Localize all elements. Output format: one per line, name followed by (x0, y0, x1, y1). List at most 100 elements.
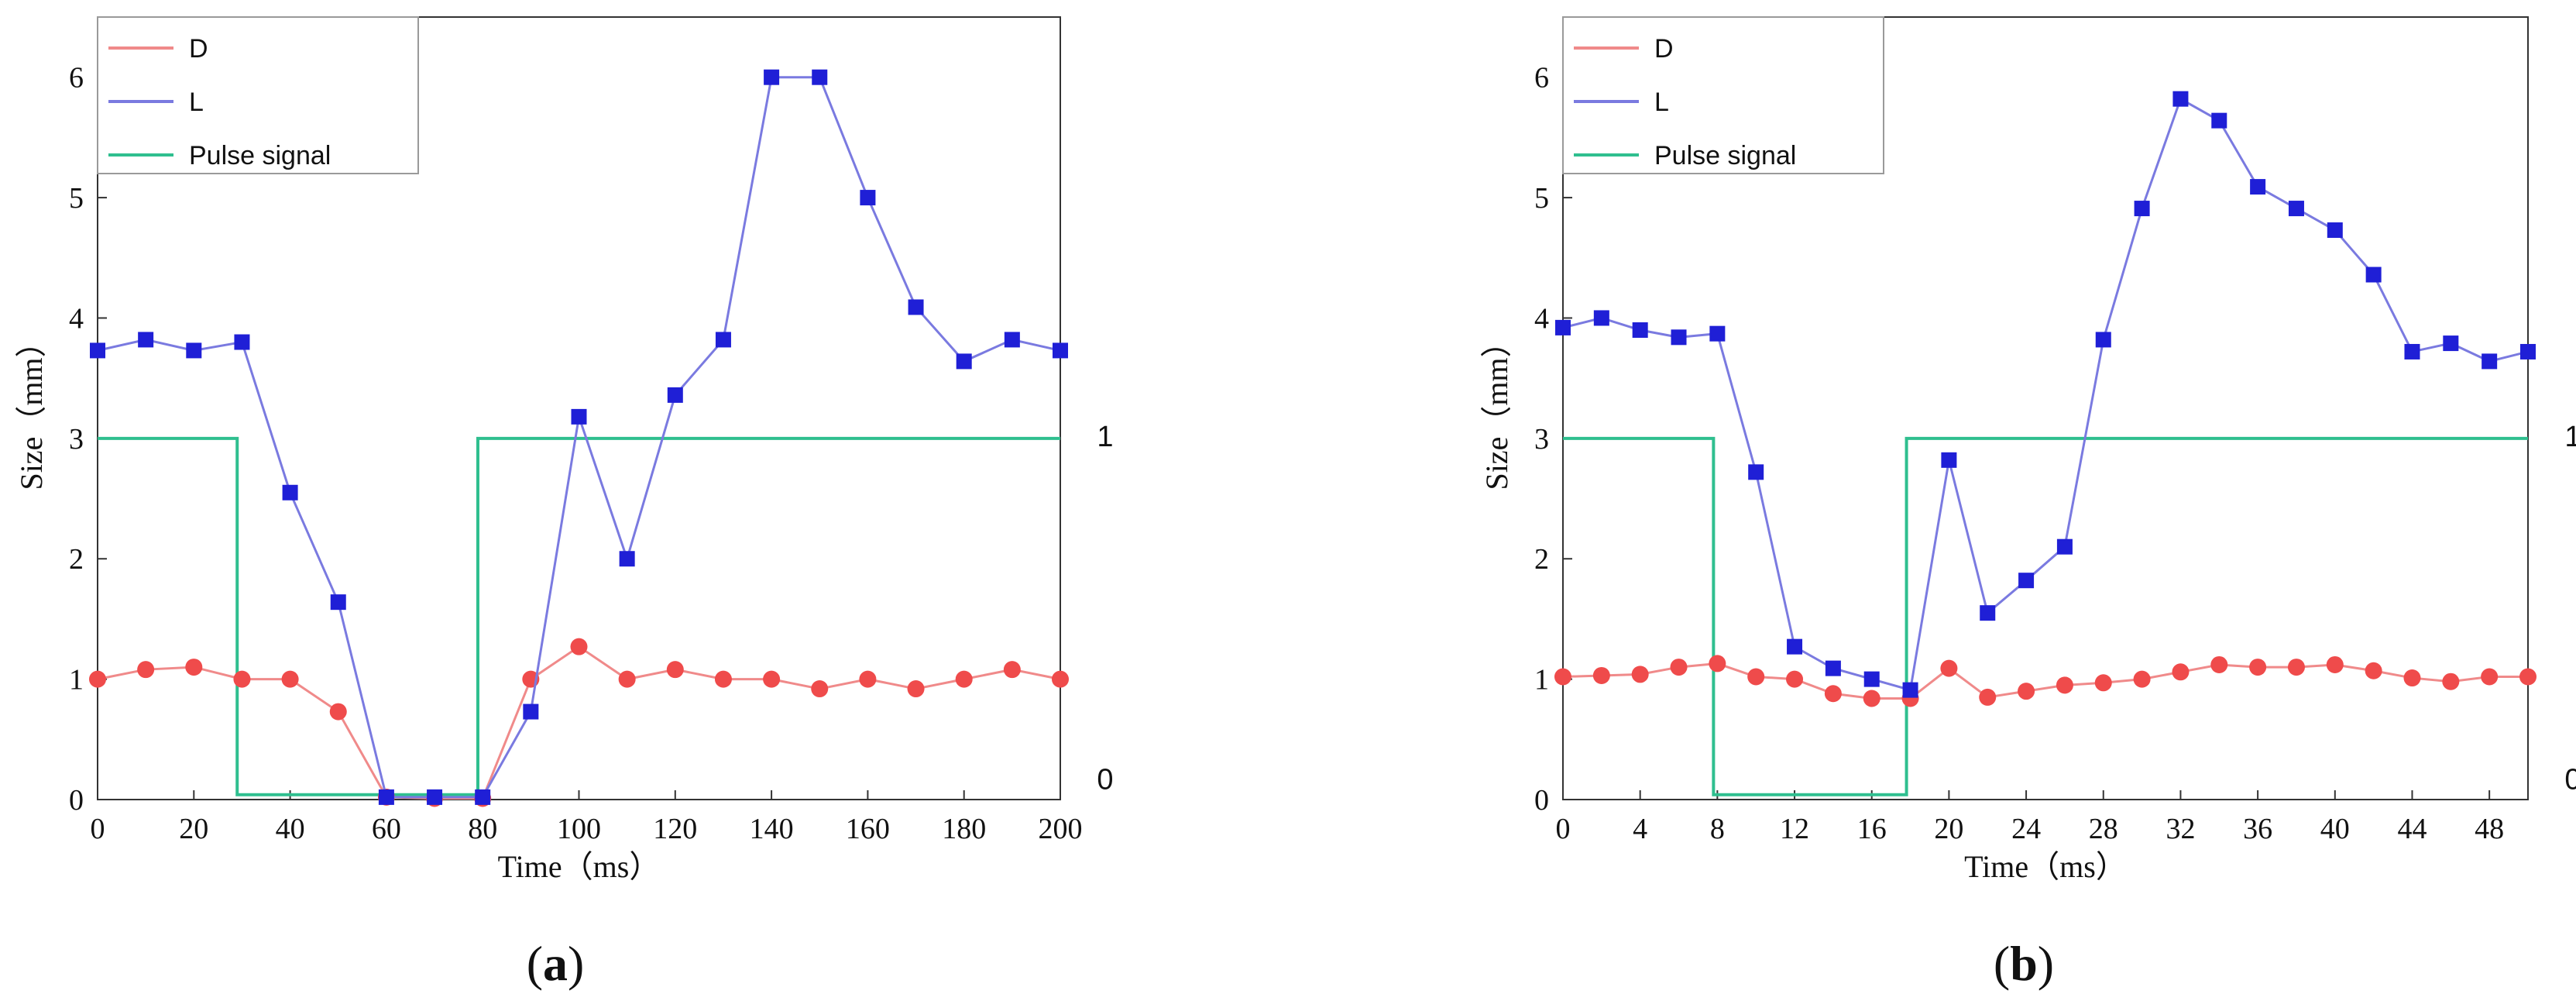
data-point-L (764, 69, 780, 85)
data-point-L (138, 332, 154, 348)
data-point-D (859, 670, 877, 688)
data-point-L (1787, 638, 1803, 655)
data-point-L (330, 594, 346, 611)
y-tick-label: 5 (1534, 182, 1549, 215)
data-point-L (908, 299, 924, 315)
data-point-L (1671, 329, 1687, 346)
data-point-L (2520, 343, 2536, 359)
data-point-D (2365, 662, 2382, 679)
data-point-D (1709, 655, 1726, 672)
series-l (1555, 91, 2536, 698)
legend-label: Pulse signal (189, 141, 331, 170)
data-point-D (955, 670, 973, 688)
series-line (1562, 662, 2528, 700)
x-tick-label: 44 (2397, 813, 2427, 845)
data-point-L (1555, 319, 1571, 335)
data-point-D (1747, 668, 1765, 686)
data-point-L (427, 789, 443, 805)
legend-box (1562, 16, 1884, 174)
x-tick-label: 160 (846, 813, 890, 845)
panel-label: (b) (1994, 936, 2054, 991)
data-point-L (523, 703, 539, 720)
right-axis-label: 1 (1097, 421, 1113, 453)
right-axis-label: 0 (1097, 764, 1113, 796)
panel-label-letter: b (2010, 936, 2038, 991)
data-point-L (2211, 112, 2227, 129)
panel-label: (a) (527, 936, 585, 991)
y-tick-label: 4 (69, 302, 84, 335)
data-point-L (2365, 267, 2382, 283)
data-point-L (1863, 671, 1880, 687)
data-point-L (956, 353, 972, 370)
x-tick-label: 100 (557, 813, 601, 845)
data-point-D (2442, 672, 2460, 690)
data-point-D (2172, 663, 2190, 681)
x-tick-label: 24 (2011, 813, 2041, 845)
legend: DL Pulse signal (1562, 16, 1884, 174)
y-tick-label: 1 (1534, 664, 1549, 697)
data-point-D (281, 670, 299, 688)
data-point-L (475, 789, 491, 805)
data-point-D (811, 680, 829, 698)
data-point-L (1825, 660, 1841, 676)
x-tick-label: 16 (1857, 813, 1887, 845)
data-point-L (234, 334, 250, 350)
y-axis-title: Size（mm） (14, 326, 49, 490)
data-point-L (1941, 452, 1957, 468)
x-tick-label: 140 (750, 813, 794, 845)
panel-label-open: ( (527, 936, 543, 991)
series-pulse-signal (1563, 436, 2528, 796)
data-point-D (1979, 688, 1997, 706)
data-point-L (1004, 332, 1020, 348)
data-point-L (378, 789, 394, 805)
y-tick-label: 0 (69, 784, 84, 817)
y-tick-label: 0 (1534, 784, 1549, 817)
panel-label-close: ) (2038, 936, 2054, 991)
data-point-L (2018, 573, 2035, 589)
y-tick-label: 3 (69, 423, 84, 456)
data-point-L (2095, 332, 2111, 348)
data-point-D (2056, 676, 2073, 694)
data-point-L (812, 69, 828, 85)
data-point-D (137, 661, 155, 679)
y-tick-label: 6 (1534, 62, 1549, 95)
data-point-D (907, 680, 925, 698)
legend-label: L (189, 88, 204, 117)
data-point-D (2326, 655, 2344, 673)
x-tick-label: 0 (1556, 813, 1571, 845)
x-axis-title: Time（ms） (498, 849, 661, 884)
x-tick-label: 60 (372, 813, 401, 845)
legend-label: D (189, 34, 208, 64)
data-point-D (2519, 668, 2537, 686)
data-point-L (90, 342, 105, 359)
series-line (98, 436, 1060, 796)
x-tick-label: 200 (1039, 813, 1083, 845)
panel-label-open: ( (1994, 936, 2010, 991)
data-point-L (2172, 91, 2189, 107)
data-point-D (2210, 655, 2228, 673)
data-point-D (2287, 659, 2305, 676)
data-point-D (1863, 690, 1880, 707)
data-point-L (2327, 222, 2343, 239)
data-point-D (2133, 670, 2151, 688)
data-point-D (2249, 659, 2267, 676)
data-point-L (2250, 179, 2266, 195)
y-tick-label: 5 (69, 182, 84, 215)
data-point-L (2404, 343, 2420, 359)
data-point-L (860, 190, 876, 206)
data-point-D (2094, 674, 2112, 692)
data-point-D (570, 638, 588, 655)
data-point-L (1748, 464, 1764, 480)
data-point-L (282, 484, 298, 500)
legend-label: Pulse signal (1654, 141, 1796, 170)
x-tick-label: 12 (1780, 813, 1809, 845)
data-point-L (2288, 201, 2304, 217)
series-d (89, 638, 1069, 807)
legend-label: L (1654, 88, 1669, 117)
data-point-D (185, 659, 203, 676)
data-point-D (1824, 685, 1842, 703)
y-tick-label: 2 (69, 543, 84, 576)
data-point-D (89, 670, 106, 688)
y-axis-title: Size（mm） (1479, 326, 1514, 490)
